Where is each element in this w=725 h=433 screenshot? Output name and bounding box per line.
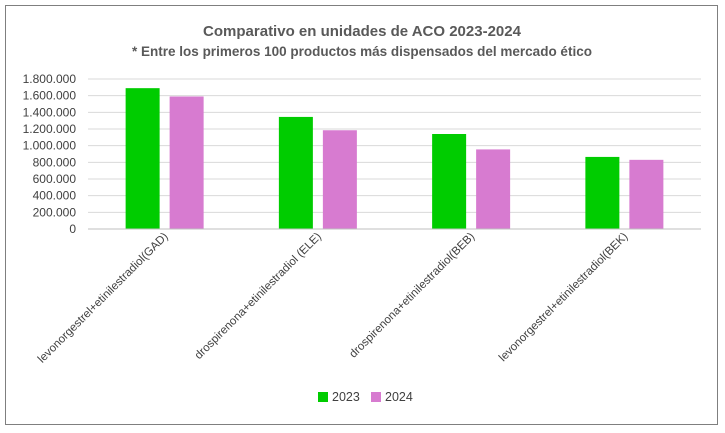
y-tick-label: 200.000 [33, 205, 77, 219]
bar-2023-3 [432, 134, 467, 229]
bar-2024-3 [476, 149, 511, 229]
chart-subtitle: * Entre los primeros 100 productos más d… [132, 44, 592, 59]
y-tick-label: 1.400.000 [23, 105, 77, 119]
y-tick-label: 1.800.000 [23, 72, 77, 86]
x-category-label: levonorgestrel+etinilestradiol(GAD) [36, 231, 171, 366]
bar-2024-1 [169, 96, 204, 229]
y-axis: 0 200.000 400.000 600.000 800.000 1.000.000 1.… [23, 72, 77, 236]
legend-swatch-2023 [318, 392, 328, 402]
bars [125, 88, 664, 230]
y-tick-label: 1.000.000 [23, 139, 77, 153]
y-tick-label: 1.600.000 [23, 89, 77, 103]
legend-label-2024: 2024 [385, 390, 413, 404]
bar-2024-2 [322, 130, 357, 229]
y-tick-label: 600.000 [33, 172, 77, 186]
y-tick-label: 1.200.000 [23, 122, 77, 136]
legend: 2023 2024 [318, 390, 413, 404]
y-tick-label: 0 [69, 222, 76, 236]
x-category-label: drospirenona+etinilestradiol (ELE) [193, 231, 324, 362]
x-axis: levonorgestrel+etinilestradiol(GAD) drosp… [36, 228, 701, 366]
y-tick-label: 800.000 [33, 155, 77, 169]
chart-title: Comparativo en unidades de ACO 2023-2024 [203, 23, 522, 40]
y-tick-label: 400.000 [33, 189, 77, 203]
x-category-label: drospirenona+etinilestradiol(BEB) [347, 231, 477, 361]
legend-label-2023: 2023 [332, 390, 360, 404]
bar-2023-1 [125, 88, 160, 230]
bar-2023-4 [585, 156, 620, 229]
bar-2023-2 [278, 116, 313, 229]
legend-swatch-2024 [371, 392, 381, 402]
bar-2024-4 [629, 159, 664, 229]
x-category-label: levonorgestrel+etinilestradiol(BEK) [497, 231, 631, 365]
